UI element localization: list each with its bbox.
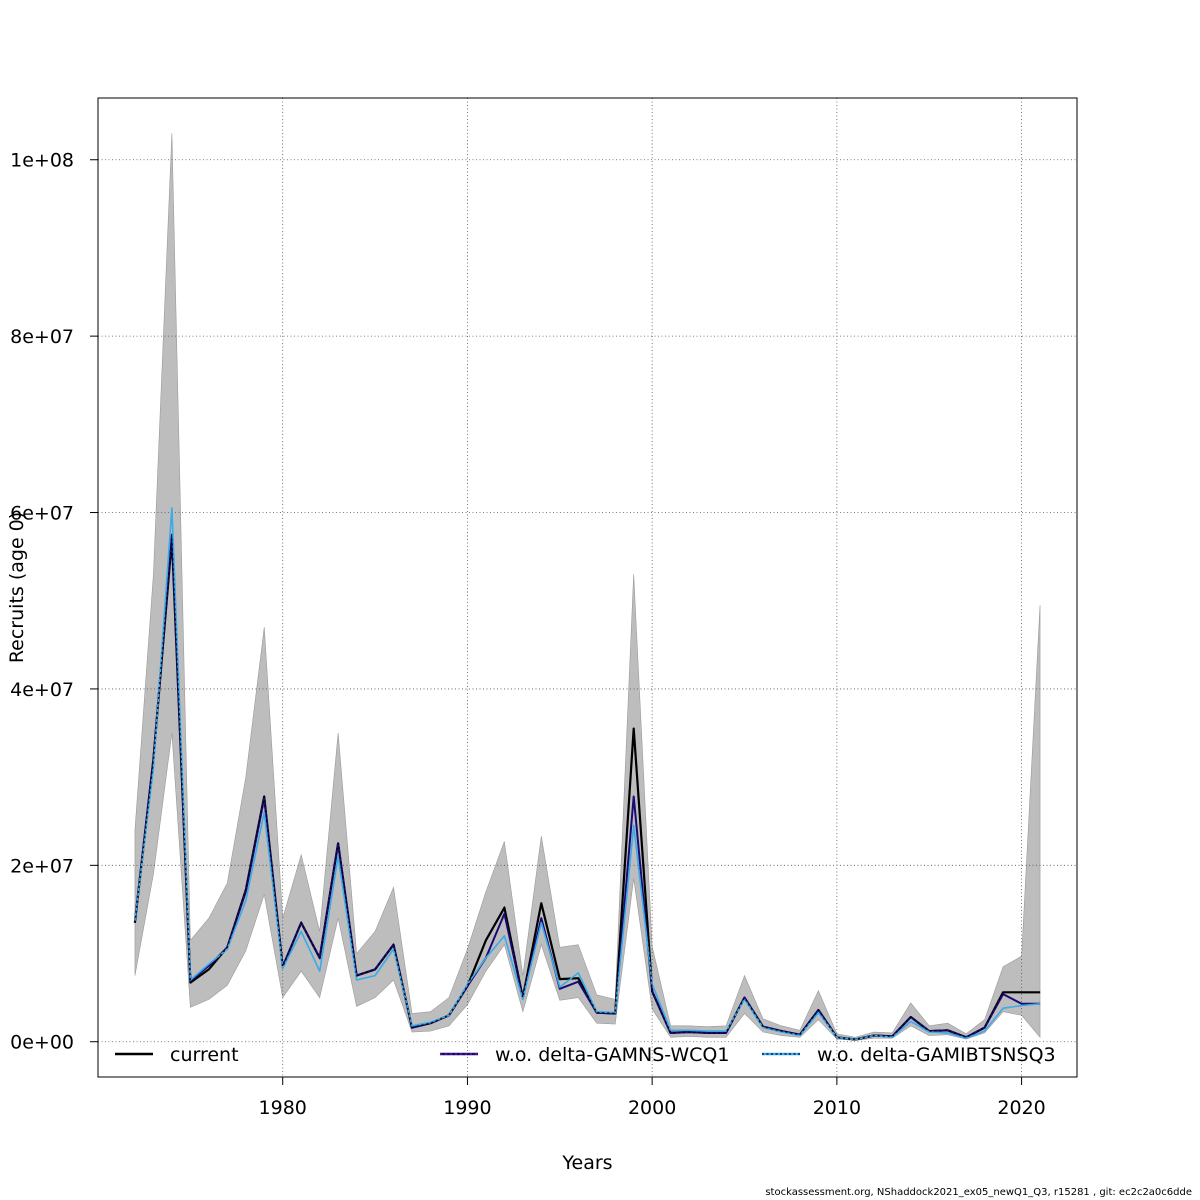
confidence-band: [134, 133, 1041, 1041]
legend-label: w.o. delta-GAMNS-WCQ1: [495, 1044, 729, 1066]
x-axis: 1980 1990 2000 2010 2020: [259, 1077, 1046, 1119]
x-tick-label: 1990: [443, 1097, 491, 1119]
y-axis: 0e+00 2e+07 4e+07 6e+07 8e+07 1e+08: [10, 150, 98, 1054]
confidence-band-layer: [134, 133, 1041, 1041]
y-tick-label: 1e+08: [10, 150, 74, 172]
legend-label: w.o. delta-GAMIBTSNSQ3: [817, 1044, 1056, 1066]
y-tick-label: 2e+07: [10, 855, 74, 877]
y-tick-label: 0e+00: [10, 1032, 74, 1054]
series-line-2: [134, 507, 1041, 1041]
legend-label: current: [170, 1044, 239, 1066]
x-tick-label: 1980: [259, 1097, 307, 1119]
legend: current w.o. delta-GAMNS-WCQ1 w.o. delta-G…: [115, 1044, 1056, 1066]
y-tick-label: 4e+07: [10, 679, 74, 701]
x-tick-label: 2000: [628, 1097, 676, 1119]
x-tick-label: 2010: [813, 1097, 861, 1119]
series-line-current-dotted: [134, 538, 1041, 1041]
plot-frame: [97, 97, 1078, 1078]
y-tick-label: 6e+07: [10, 503, 74, 525]
grid-layer: [98, 98, 1077, 1077]
footer-credit: stockassessment.org, NShaddock2021_ex05_…: [765, 1187, 1192, 1198]
x-axis-title: Years: [561, 1152, 612, 1174]
x-tick-label: 2020: [997, 1097, 1045, 1119]
y-axis-title: Recruits (age 0): [6, 512, 28, 663]
y-tick-label: 8e+07: [10, 326, 74, 348]
series-layer: [133, 507, 1041, 1041]
